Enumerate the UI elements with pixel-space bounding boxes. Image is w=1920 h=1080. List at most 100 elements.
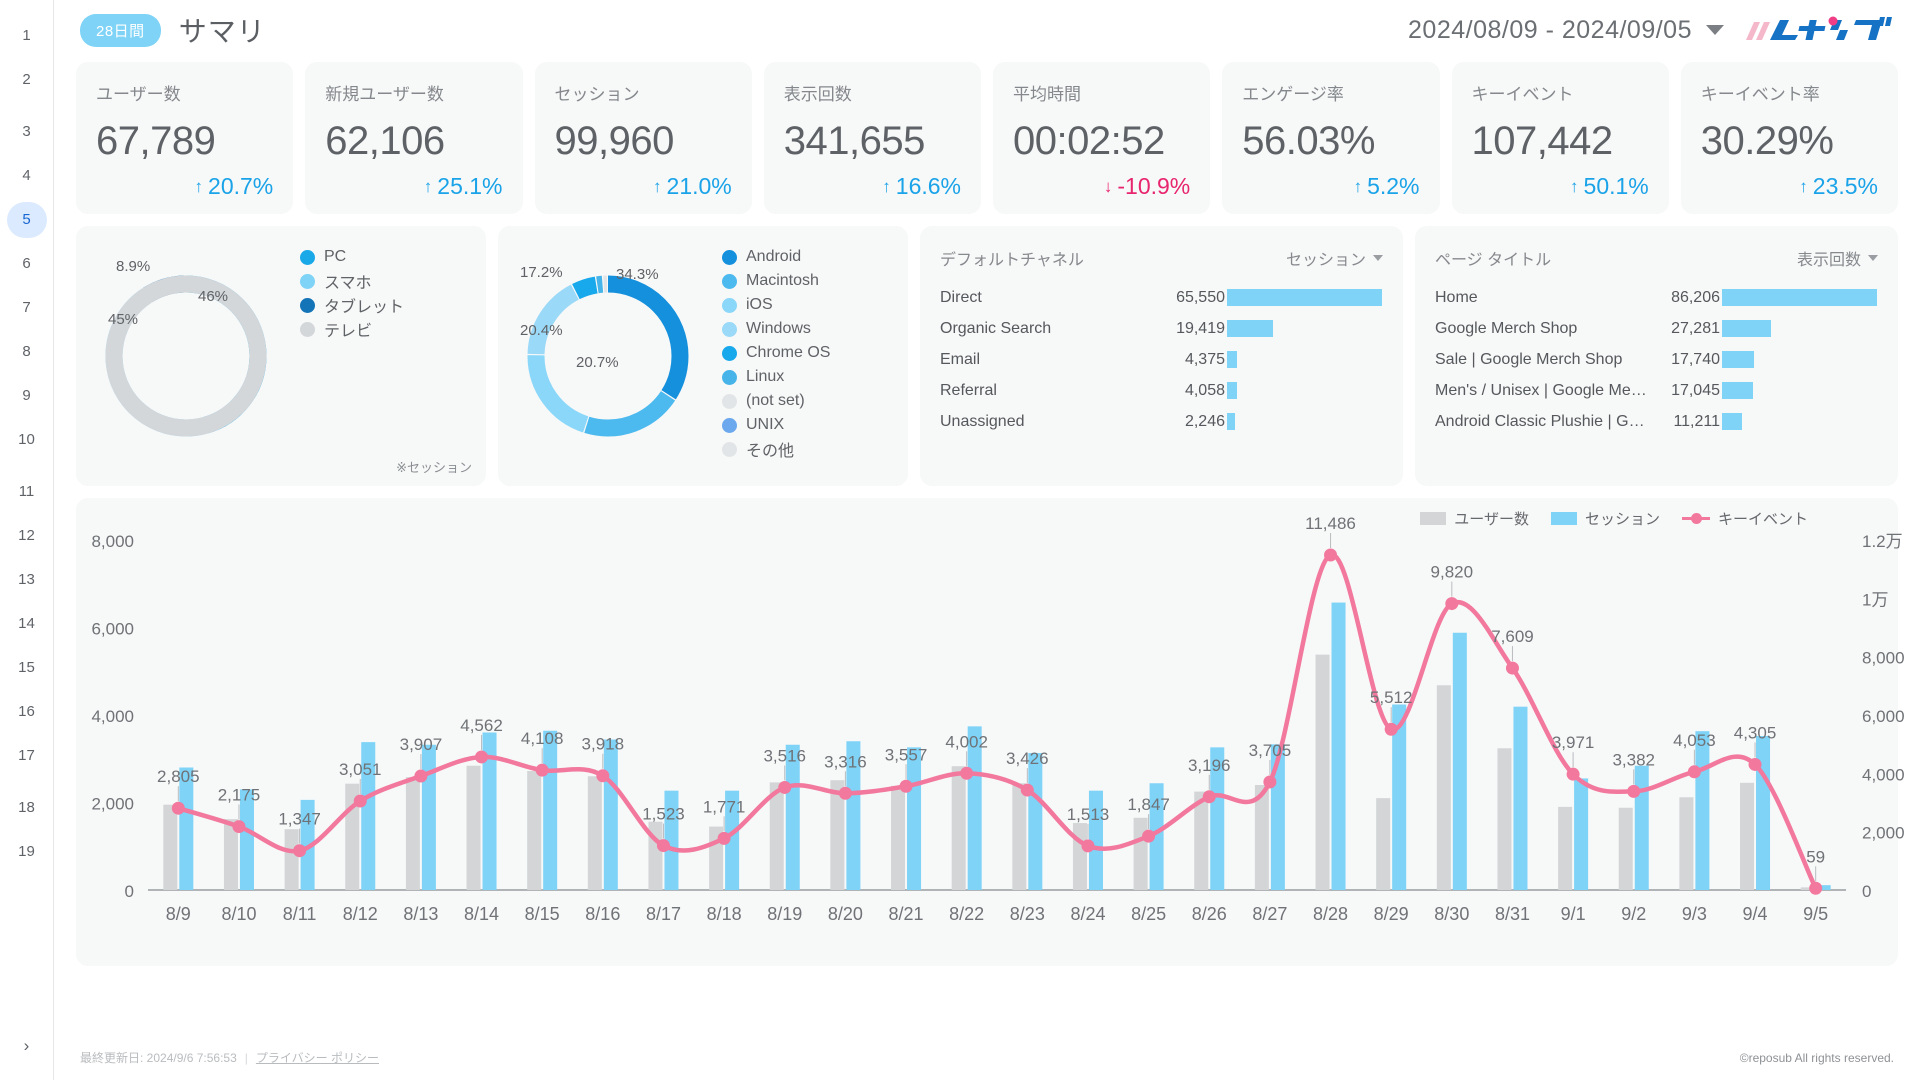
page-rail-item-7[interactable]: 7 [22, 299, 31, 316]
chart-text: 8/15 [525, 904, 560, 924]
chart-text: 8/24 [1070, 904, 1105, 924]
header-right: 2024/08/09 - 2024/09/05 [1408, 13, 1894, 47]
page-rail-item-11[interactable]: 11 [18, 483, 35, 500]
users-bar [1133, 817, 1148, 890]
page-rail-item-16[interactable]: 16 [18, 703, 35, 720]
kpi-value: 107,442 [1471, 119, 1614, 163]
table-row[interactable]: Email 4,375 [940, 344, 1385, 375]
legend-color-dot [722, 417, 737, 433]
chart-text: 0 [125, 882, 134, 901]
donut-slice [105, 275, 267, 437]
users-bar [1012, 783, 1027, 890]
page-row-name: Google Merch Shop [1435, 319, 1578, 337]
legend-label: PC [324, 248, 347, 265]
channel-table-header: デフォルトチャネル セッション [940, 246, 1385, 282]
page-rail-item-3[interactable]: 3 [22, 123, 31, 140]
users-bar [1254, 785, 1269, 890]
sessions-bar [603, 739, 618, 890]
users-bar [466, 765, 481, 890]
kpi-delta-value: 20.7% [208, 173, 274, 199]
channel-row-bar [1225, 320, 1385, 337]
page-rail-item-12[interactable]: 12 [18, 527, 35, 544]
page-rail-item-13[interactable]: 13 [18, 571, 35, 588]
page-row-name: Sale | Google Merch Shop [1435, 350, 1623, 368]
page-rail-item-14[interactable]: 14 [18, 615, 35, 632]
chart-text: 8/22 [949, 904, 984, 924]
users-bar [223, 819, 238, 890]
key-events-point [414, 769, 428, 783]
sort-desc-icon[interactable] [1868, 255, 1878, 261]
chart-text: 1,347 [278, 810, 321, 829]
table-row[interactable]: Home 86,206 [1435, 282, 1880, 313]
sort-desc-icon[interactable] [1373, 255, 1383, 261]
page-rail-item-5[interactable]: 5 [6, 202, 47, 238]
legend-color-dot [722, 273, 737, 289]
kpi-card-3: 表示回数 341,655 ↑ 16.6% [763, 62, 981, 214]
table-row[interactable]: Sale | Google Merch Shop 17,740 [1435, 344, 1880, 375]
footer: 最終更新日: 2024/9/6 7:56:53 | プライバシー ポリシー ©r… [80, 1049, 1894, 1066]
legend-color-dot [722, 249, 737, 265]
chart-text: 4,000 [91, 707, 134, 726]
kpi-delta: ↑ 21.0% [653, 173, 732, 200]
chart-text: 9/3 [1682, 904, 1707, 924]
channel-row-bar [1225, 289, 1385, 306]
table-row[interactable]: Unassigned 2,246 [940, 406, 1385, 437]
kpi-delta-value: 23.5% [1812, 173, 1878, 199]
chart-text: 1,523 [642, 805, 685, 824]
chevron-down-icon[interactable] [1706, 25, 1724, 35]
kpi-delta: ↑ 50.1% [1570, 173, 1649, 200]
users-bar [1315, 654, 1330, 890]
page-rail-item-8[interactable]: 8 [22, 343, 31, 360]
chart-text: 9/2 [1621, 904, 1646, 924]
legend-color-swatch [1420, 512, 1447, 525]
page-rail-item-2[interactable]: 2 [22, 71, 31, 88]
page-col-metric[interactable]: 表示回数 [1670, 246, 1880, 270]
users-bar [1679, 797, 1694, 890]
channel-row-name: Email [940, 350, 981, 368]
period-badge[interactable]: 28日間 [80, 13, 161, 47]
page-rail-item-10[interactable]: 10 [18, 431, 35, 448]
page-rail-item-9[interactable]: 9 [22, 387, 31, 404]
page-rail-item-18[interactable]: 18 [18, 799, 35, 816]
sessions-bar [1756, 736, 1771, 890]
page-rail-item-19[interactable]: 19 [18, 843, 35, 860]
sessions-bar [1695, 731, 1710, 890]
page-rail-item-15[interactable]: 15 [18, 659, 35, 676]
table-row[interactable]: Men's / Unisex | Google Me… 17,045 [1435, 375, 1880, 406]
key-events-point [171, 801, 185, 815]
dashboard-canvas: 28日間 サマリ 2024/08/09 - 2024/09/05 [54, 0, 1920, 1080]
key-events-point [1809, 881, 1823, 895]
page-rail-item-1[interactable]: 1 [22, 27, 31, 44]
table-row[interactable]: Referral 4,058 [940, 375, 1385, 406]
timeseries-chart-card: ユーザー数 セッション キーイベント 0 2,000 4,000 6,000 8,000 0 2… [76, 498, 1905, 966]
key-events-point [778, 780, 792, 794]
page-rail-next-icon[interactable]: › [23, 1036, 30, 1055]
page-rail-item-6[interactable]: 6 [22, 255, 31, 272]
kpi-card-7: キーイベント率 30.29% ↑ 23.5% [1680, 62, 1898, 214]
privacy-policy-link[interactable]: プライバシー ポリシー [255, 1051, 379, 1065]
chart-text: 8/9 [166, 904, 191, 924]
os-donut-card: 34.3% 20.7% 20.4% 17.2% Android Macintosh iOS… [498, 226, 908, 486]
users-bar [951, 766, 966, 890]
table-row[interactable]: Android Classic Plushie | G… 11,211 [1435, 406, 1880, 437]
kpi-delta-value: 21.0% [666, 173, 732, 199]
legend-color-dot [722, 345, 737, 361]
channel-col-metric[interactable]: セッション [1175, 246, 1385, 270]
chart-text: 4,108 [521, 729, 564, 748]
chart-legend-item[interactable]: キーイベント [1681, 508, 1808, 529]
legend-label: タブレット [324, 299, 405, 316]
key-events-point [596, 769, 610, 783]
chart-legend-item[interactable]: ユーザー数 [1420, 508, 1529, 529]
key-events-point [1505, 661, 1519, 675]
sessions-bar [1088, 790, 1103, 890]
page-rail-item-17[interactable]: 17 [18, 747, 35, 764]
donut-slice-percent: 45% [108, 311, 139, 328]
chart-legend-item[interactable]: セッション [1550, 508, 1660, 529]
legend-color-dot [722, 441, 737, 457]
table-row[interactable]: Direct 65,550 [940, 282, 1385, 313]
table-row[interactable]: Organic Search 19,419 [940, 313, 1385, 344]
kpi-value: 00:02:52 [1013, 119, 1165, 163]
date-range-label[interactable]: 2024/08/09 - 2024/09/05 [1408, 15, 1692, 44]
table-row[interactable]: Google Merch Shop 27,281 [1435, 313, 1880, 344]
page-rail-item-4[interactable]: 4 [22, 167, 31, 184]
